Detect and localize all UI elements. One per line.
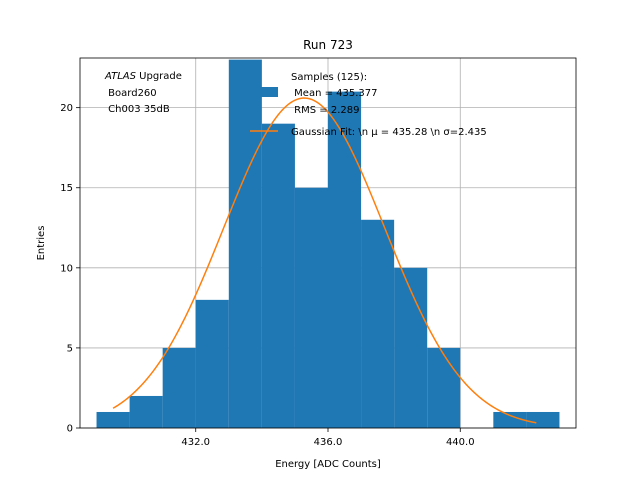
x-tick-label-2: 440.0 [446,437,475,448]
histogram-bar-5 [261,123,295,429]
histogram-bar-4 [228,59,262,428]
legend-hist-label-3: RMS = 2.289 [291,105,359,116]
legend-hist-label-2: Mean = 435.377 [291,88,378,99]
histogram-bar-2 [162,347,196,428]
histogram-bar-10 [427,347,461,428]
histogram-bar-12 [493,411,527,428]
histogram-bar-0 [96,411,130,428]
x-axis-ticks: 432.0 436.0 440.0 [181,428,475,448]
annotation-line-2: Board260 [105,88,157,99]
legend-hist-label-1: Samples (125): [291,72,367,83]
gaussian-fit-line [112,97,537,424]
x-tick-label-0: 432.0 [181,437,210,448]
gaussian-fit [112,97,537,424]
histogram-bar-13 [526,411,560,428]
y-axis-ticks: 0 5 10 15 20 [60,103,80,435]
histogram-bars [96,59,560,429]
y-axis-label: Entries [36,226,47,261]
legend-hist-swatch [250,87,278,97]
atlas-annotation: ATLAS Upgrade Board260 Ch003 35dB [104,71,182,115]
y-tick-label-4: 20 [60,103,73,114]
legend-fit-label: Gaussian Fit: \n μ = 435.28 \n σ=2.435 [291,127,487,138]
annotation-upgrade: Upgrade [136,71,182,82]
y-tick-label-2: 10 [60,263,73,274]
y-tick-label-0: 0 [67,424,73,435]
legend: Samples (125): Mean = 435.377 RMS = 2.28… [250,72,487,138]
histogram-bar-7 [328,91,362,429]
histogram-bar-6 [294,187,328,428]
y-tick-label-3: 15 [60,183,73,194]
histogram-bar-1 [129,395,163,428]
annotation-line-3: Ch003 35dB [105,104,170,115]
y-tick-label-1: 5 [67,343,73,354]
annotation-atlas: ATLAS [104,71,137,82]
histogram-bar-8 [361,219,395,428]
chart-title: Run 723 [303,38,353,52]
histogram-bar-9 [394,267,428,428]
x-axis-label: Energy [ADC Counts] [275,459,381,470]
annotation-line-1: ATLAS Upgrade [104,71,182,82]
histogram-bar-3 [195,299,229,428]
x-tick-label-1: 436.0 [314,437,343,448]
